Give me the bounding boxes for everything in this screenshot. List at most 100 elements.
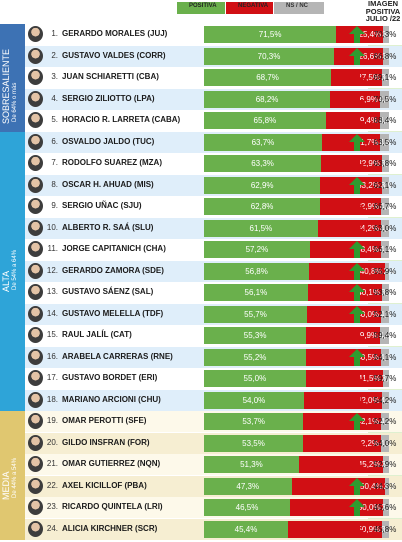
bar-positive [204, 26, 337, 43]
governor-avatar [28, 327, 43, 343]
image-positive-value: 45,8% [373, 524, 397, 534]
bar-nsnc-label: 4,2 [380, 417, 392, 426]
bar-positive [204, 69, 332, 86]
governor-row: 17. GUSTAVO BORDET (ERI) 55,0% 41,5% 3,5 59,7… [25, 368, 402, 389]
bar-positive-label: 62,8% [250, 202, 274, 211]
bar-nsnc [380, 133, 389, 151]
governor-avatar [28, 434, 43, 451]
governor-avatar [28, 305, 43, 322]
governor-name: OMAR PEROTTI (SFE) [62, 416, 147, 425]
image-positive-value: 55,9% [373, 266, 397, 276]
governor-row: 22. AXEL KICILLOF (PBA) 47,3% 50,4% 2,3 44,3% [25, 475, 402, 497]
bar-nsnc [380, 241, 389, 258]
bar-negative [309, 241, 381, 258]
bar-nsnc-label: 3,5 [381, 503, 393, 512]
bar-positive [204, 348, 307, 366]
bar-nsnc [381, 284, 389, 301]
bar-positive-label: 57,2% [245, 245, 269, 254]
governor-avatar [28, 370, 43, 386]
rank-number: 4. [51, 93, 58, 103]
image-positive-value: 52,1% [373, 309, 397, 319]
governor-avatar [28, 198, 43, 214]
bar-nsnc-label: 3,1 [382, 51, 394, 61]
bar-nsnc [384, 477, 389, 495]
bar-nsnc-label: 4,3 [380, 223, 392, 233]
bar-negative-label: 33,2% [357, 180, 380, 190]
arrow-up-icon [349, 26, 365, 43]
image-positive-value: 53,8% [373, 288, 397, 297]
governor-avatar [28, 90, 43, 107]
governor-row: 1. GERARDO MORALES (JUJ) 71,5% 25,4% 3,1 70,3… [25, 24, 402, 45]
bar-positive-label: 55,2% [243, 352, 267, 362]
legend-label-0: POSITIVA [189, 3, 217, 9]
governor-row: 23. RICARDO QUINTELA (LRI) 46,5% 50,0% 3,5 45… [25, 497, 402, 518]
arrow-down-icon [349, 456, 365, 473]
bar-positive [204, 241, 310, 258]
bar-nsnc [381, 219, 389, 237]
group-band-1: ALTA De 54% a 64% [0, 131, 25, 411]
governor-row: 20. GILDO INSFRAN (FOR) 53,5% 42,2% 4,3 54,0% [25, 432, 402, 454]
group-band-2: MEDIA De 44% a 54% [0, 411, 25, 540]
bar-nsnc-label: 3,9 [380, 180, 392, 190]
arrow-down-icon [349, 112, 365, 129]
image-positive-value: 63,5% [373, 137, 397, 147]
governor-row: 15. RAUL JALÍL (CAT) 55,3% 39,9% 4,8 59,4% [25, 325, 402, 346]
bar-negative-label: 39,9% [355, 331, 379, 340]
bar-negative [303, 413, 382, 430]
bar-nsnc-label: 4,0 [380, 395, 392, 405]
bar-nsnc [380, 327, 389, 344]
bar-positive [204, 370, 306, 387]
legend-label-1: NEGATIVA [238, 3, 269, 9]
governor-row: 12. GERARDO ZAMORA (SDE) 56,8% 40,8% 2,4 55,9… [25, 260, 402, 282]
bar-positive [204, 219, 318, 237]
image-positive-value: 44,3% [373, 481, 397, 491]
bar-negative [320, 176, 382, 194]
bar-negative-label: 40,0% [356, 309, 380, 319]
governor-row: 7. RODOLFO SUAREZ (MZA) 63,3% 32,9% 3,8 63,8% [25, 153, 402, 174]
bar-nsnc [381, 176, 389, 194]
bar-nsnc-label: 4,8 [379, 116, 391, 125]
bar-nsnc-label: 4,3 [380, 202, 392, 211]
bar-nsnc-label: 4,3 [380, 352, 392, 362]
bar-negative [320, 198, 382, 215]
image-title-line-1: POSITIVA [365, 6, 401, 16]
bar-positive-label: 54,0% [242, 395, 266, 405]
bar-nsnc [384, 262, 389, 280]
bar-positive-label: 55,0% [243, 374, 267, 383]
bar-negative-label: 26,6% [358, 51, 382, 61]
governor-name: SERGIO ZILIOTTO (LPA) [62, 93, 155, 103]
bar-nsnc [381, 198, 389, 215]
rank-number: 20. [46, 437, 58, 447]
bar-negative-label: 41,5% [357, 374, 381, 383]
bar-negative-label: 50,0% [357, 503, 381, 512]
image-positive-value: 69,1% [373, 73, 397, 82]
arrow-up-icon [349, 348, 365, 366]
image-positive-value: 52,9% [373, 460, 397, 469]
bar-positive [204, 477, 292, 495]
image-positive-value: 70,5% [373, 94, 397, 104]
bar-positive-label: 63,3% [251, 159, 274, 168]
bar-nsnc [381, 434, 389, 452]
governor-name: JORGE CAPITANICH (CHA) [62, 244, 166, 253]
governor-row: 10. ALBERTO R. SAÁ (SLU) 61,5% 34,2% 4,3 63,0… [25, 217, 402, 239]
governor-name: MARIANO ARCIONI (CHU) [62, 394, 161, 404]
legend-swatch-2 [274, 2, 324, 14]
rank-number: 13. [46, 287, 58, 296]
bar-nsnc-label: 3,5 [381, 460, 393, 469]
bar-positive [204, 327, 307, 344]
arrow-up-icon [349, 499, 365, 516]
rank-number: 24. [46, 523, 58, 533]
rank-number: 14. [46, 308, 58, 318]
group-label-0: SOBRESALIENTE [1, 49, 11, 125]
governor-name: OMAR GUTIERREZ (NQN) [62, 459, 161, 468]
bar-positive [204, 90, 331, 108]
governor-name: ALBERTO R. SAÁ (SLU) [62, 222, 154, 232]
arrow-up-icon [349, 413, 365, 430]
governor-avatar [28, 348, 43, 365]
bar-negative [317, 219, 382, 237]
bar-nsnc-label: 3,8 [380, 159, 393, 168]
rank-number: 23. [46, 502, 58, 511]
rank-number: 18. [46, 394, 58, 404]
governor-name: OSCAR H. AHUAD (MIS) [62, 179, 154, 189]
